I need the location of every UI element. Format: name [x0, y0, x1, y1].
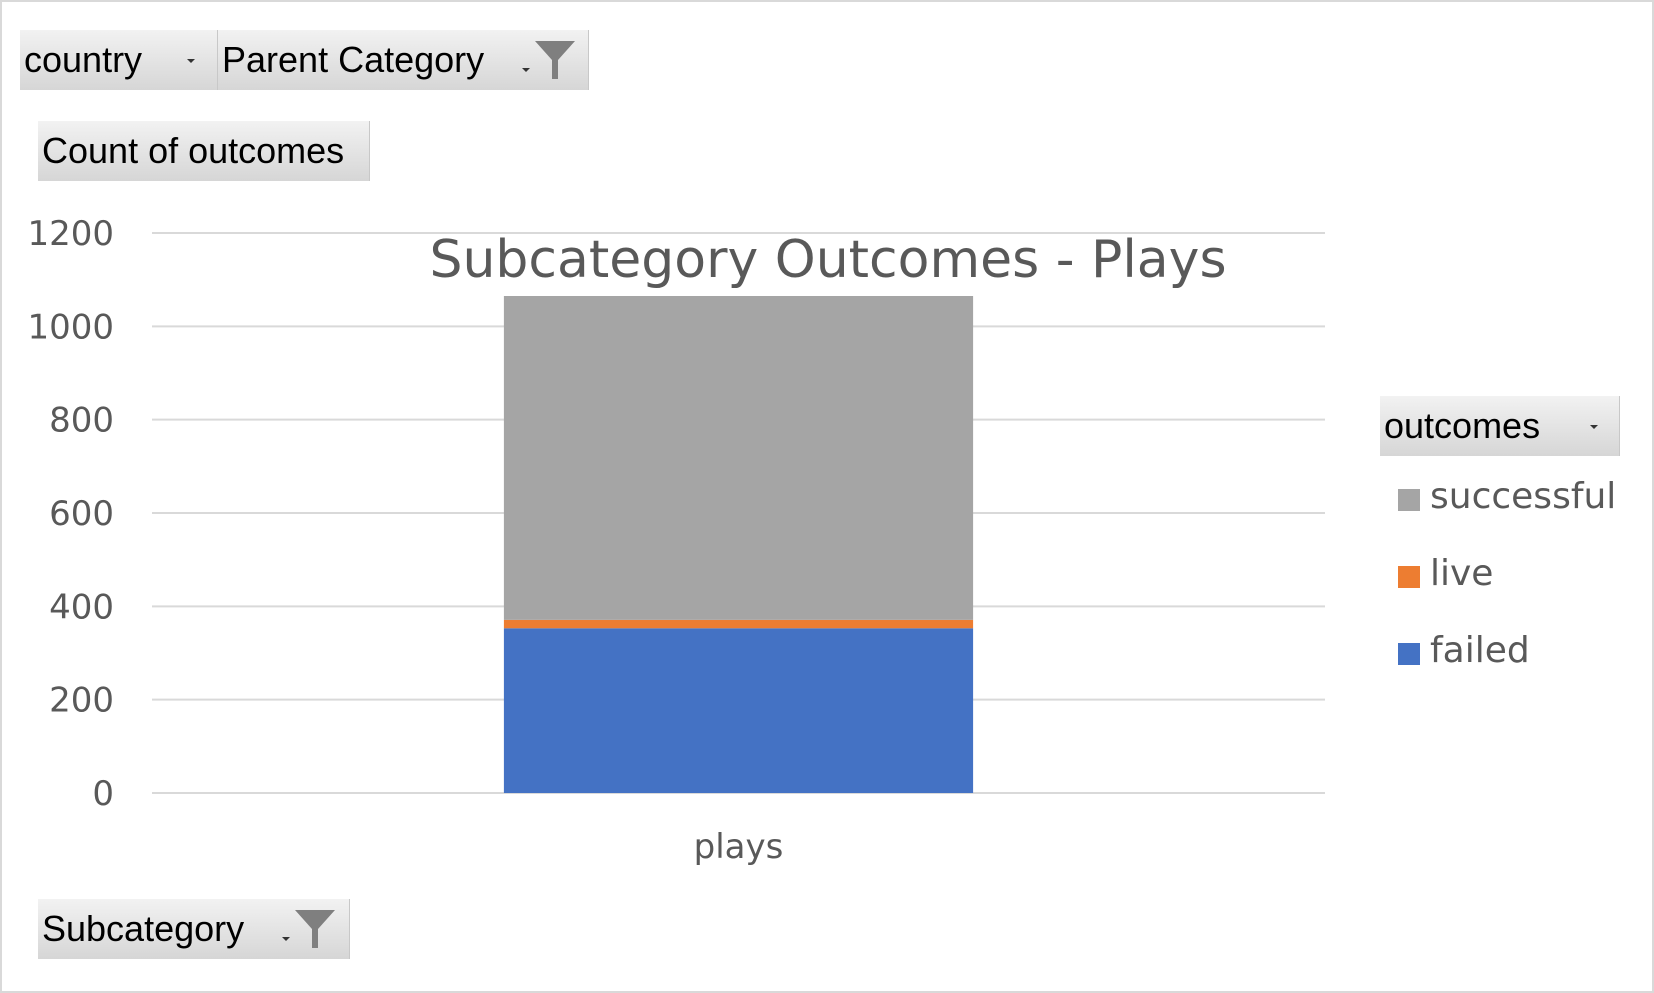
chevron-down-icon — [522, 68, 530, 72]
count-of-outcomes-field-button[interactable]: Count of outcomes — [38, 121, 370, 181]
bar-segments — [503, 296, 974, 793]
y-tick-label: 600 — [49, 494, 114, 534]
legend-swatch — [1398, 643, 1420, 665]
country-filter-button[interactable]: country — [20, 30, 218, 90]
legend-label: live — [1430, 553, 1494, 594]
chevron-down-icon — [1590, 425, 1598, 429]
bar-segment-live — [503, 619, 974, 629]
filter-icon — [295, 910, 335, 948]
outcomes-legend-filter-button[interactable]: outcomes — [1380, 396, 1620, 456]
bar-segment-successful — [503, 296, 974, 620]
chart-title: Subcategory Outcomes - Plays — [429, 230, 1226, 290]
y-tick-label: 800 — [49, 401, 114, 441]
subcategory-filter-button[interactable]: Subcategory — [38, 899, 350, 959]
legend-label: failed — [1430, 630, 1530, 671]
legend-swatch — [1398, 566, 1420, 588]
chevron-down-icon — [282, 937, 290, 941]
y-tick-label: 400 — [49, 587, 114, 627]
filter-icon — [535, 41, 575, 79]
outcomes-filter-label: outcomes — [1384, 405, 1541, 446]
y-tick-label: 1000 — [27, 307, 114, 347]
y-tick-label: 0 — [92, 774, 114, 814]
y-tick-label: 200 — [49, 681, 114, 721]
x-tick-label: plays — [694, 827, 784, 867]
legend-swatch — [1398, 489, 1420, 511]
count-of-outcomes-label: Count of outcomes — [42, 130, 345, 171]
bar-segment-failed — [503, 628, 974, 793]
parent-category-filter-label: Parent Category — [222, 39, 485, 80]
chevron-down-icon — [187, 59, 195, 63]
x-axis-tick-labels: plays — [694, 827, 784, 867]
country-filter-label: country — [24, 39, 143, 80]
subcategory-filter-label: Subcategory — [42, 908, 245, 949]
y-axis-tick-labels: 0 200 400 600 800 1000 1200 — [27, 214, 114, 814]
y-tick-label: 1200 — [27, 214, 114, 254]
parent-category-filter-button[interactable]: Parent Category — [218, 30, 589, 90]
legend-label: successful — [1430, 476, 1617, 517]
